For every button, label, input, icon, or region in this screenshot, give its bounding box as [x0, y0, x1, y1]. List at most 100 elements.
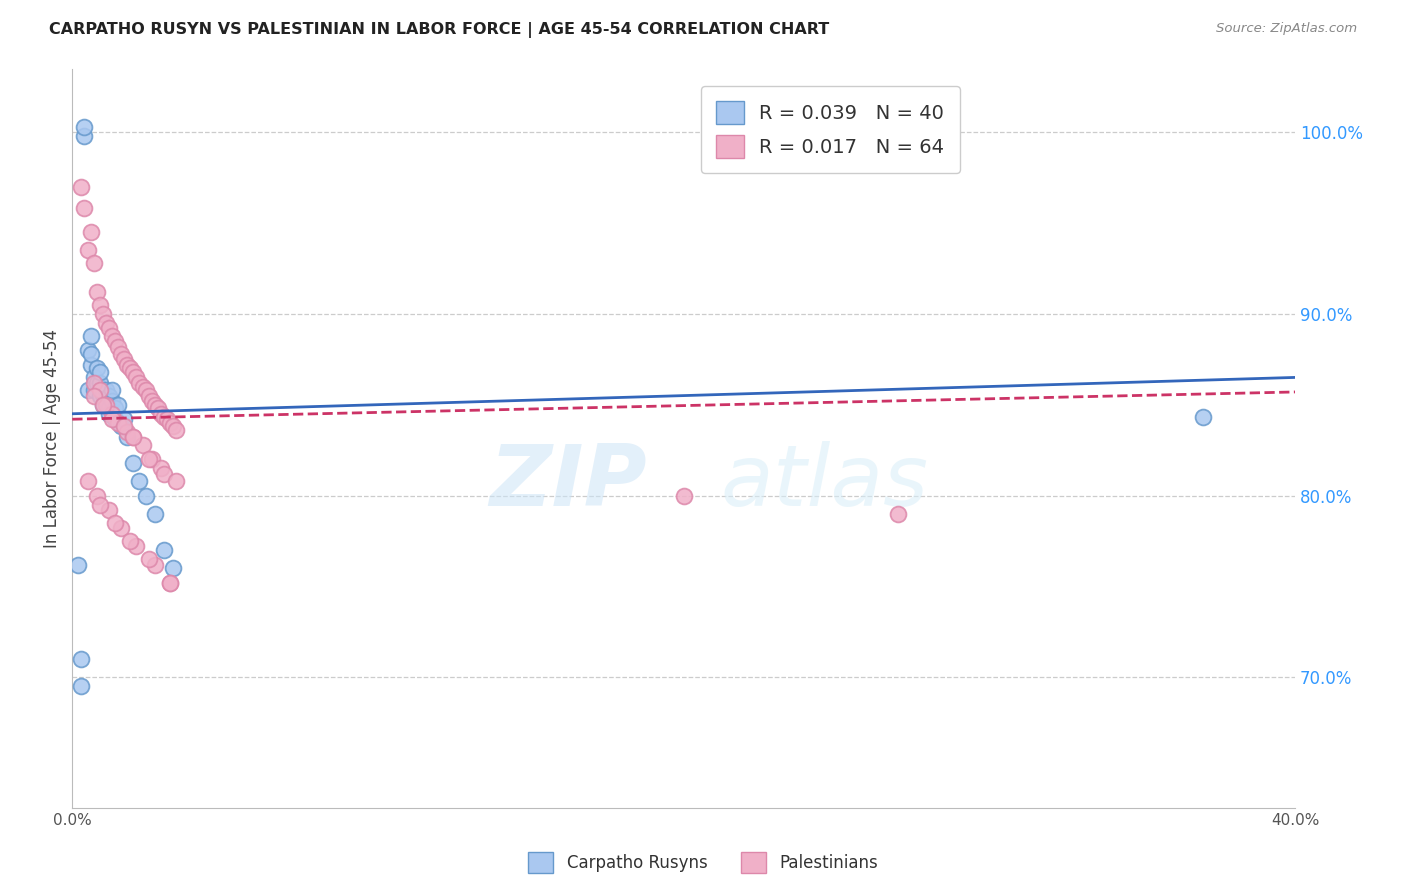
Point: [159, 575, 181, 590]
Point: [67, 558, 90, 572]
Point: [91, 383, 114, 397]
Point: [86, 489, 108, 503]
Point: [125, 370, 148, 384]
Point: [104, 401, 127, 416]
Point: [112, 412, 135, 426]
Point: [143, 507, 166, 521]
Point: [83, 370, 105, 384]
Point: [107, 398, 129, 412]
Point: [79, 358, 101, 372]
Point: [122, 430, 145, 444]
Point: [97, 407, 120, 421]
Point: [143, 398, 166, 412]
Point: [94, 383, 117, 397]
Point: [138, 552, 160, 566]
Point: [79, 225, 101, 239]
Point: [117, 430, 139, 444]
Point: [138, 452, 160, 467]
Point: [141, 452, 163, 467]
Point: [886, 507, 908, 521]
Point: [162, 561, 184, 575]
Point: [73, 120, 96, 134]
Point: [76, 343, 98, 358]
Point: [138, 388, 160, 402]
Point: [107, 416, 129, 430]
Point: [76, 244, 98, 258]
Point: [89, 365, 111, 379]
Point: [1192, 410, 1215, 425]
Point: [89, 383, 111, 397]
Point: [104, 412, 127, 426]
Point: [89, 388, 111, 402]
Point: [101, 383, 124, 397]
Point: [125, 540, 148, 554]
Point: [73, 128, 96, 143]
Point: [156, 412, 179, 426]
Point: [94, 316, 117, 330]
Text: Source: ZipAtlas.com: Source: ZipAtlas.com: [1216, 22, 1357, 36]
Point: [122, 456, 145, 470]
Point: [76, 383, 98, 397]
Point: [94, 398, 117, 412]
Point: [89, 376, 111, 390]
Point: [97, 401, 120, 416]
Point: [91, 386, 114, 401]
Point: [79, 328, 101, 343]
Point: [120, 361, 142, 376]
Point: [70, 179, 93, 194]
Point: [149, 407, 172, 421]
Point: [107, 339, 129, 353]
Point: [141, 394, 163, 409]
Point: [131, 379, 153, 393]
Text: atlas: atlas: [720, 442, 928, 524]
Text: CARPATHO RUSYN VS PALESTINIAN IN LABOR FORCE | AGE 45-54 CORRELATION CHART: CARPATHO RUSYN VS PALESTINIAN IN LABOR F…: [49, 22, 830, 38]
Point: [73, 202, 96, 216]
Point: [128, 376, 150, 390]
Point: [89, 498, 111, 512]
Point: [110, 419, 132, 434]
Point: [97, 503, 120, 517]
Point: [83, 388, 105, 402]
Point: [165, 474, 187, 488]
Point: [89, 298, 111, 312]
Point: [94, 394, 117, 409]
Point: [76, 474, 98, 488]
Point: [117, 358, 139, 372]
Point: [97, 321, 120, 335]
Point: [159, 575, 181, 590]
Point: [117, 425, 139, 439]
Point: [131, 437, 153, 451]
Point: [83, 376, 105, 390]
Point: [101, 412, 124, 426]
Point: [135, 489, 157, 503]
Point: [91, 307, 114, 321]
Legend: Carpatho Rusyns, Palestinians: Carpatho Rusyns, Palestinians: [522, 846, 884, 880]
Point: [162, 419, 184, 434]
Point: [104, 516, 127, 530]
Legend: R = 0.039   N = 40, R = 0.017   N = 64: R = 0.039 N = 40, R = 0.017 N = 64: [702, 86, 960, 173]
Point: [101, 328, 124, 343]
Point: [165, 423, 187, 437]
Point: [153, 467, 176, 481]
Point: [91, 398, 114, 412]
Point: [83, 383, 105, 397]
Point: [122, 430, 145, 444]
Point: [143, 558, 166, 572]
Point: [122, 365, 145, 379]
Point: [101, 394, 124, 409]
Point: [86, 285, 108, 299]
Point: [112, 352, 135, 367]
Point: [83, 256, 105, 270]
Point: [672, 489, 695, 503]
Point: [110, 347, 132, 361]
Point: [135, 383, 157, 397]
Point: [79, 347, 101, 361]
Point: [86, 361, 108, 376]
Point: [159, 416, 181, 430]
Point: [112, 419, 135, 434]
Point: [70, 652, 93, 666]
Point: [97, 388, 120, 402]
Point: [153, 410, 176, 425]
Point: [149, 461, 172, 475]
Text: ZIP: ZIP: [489, 442, 647, 524]
